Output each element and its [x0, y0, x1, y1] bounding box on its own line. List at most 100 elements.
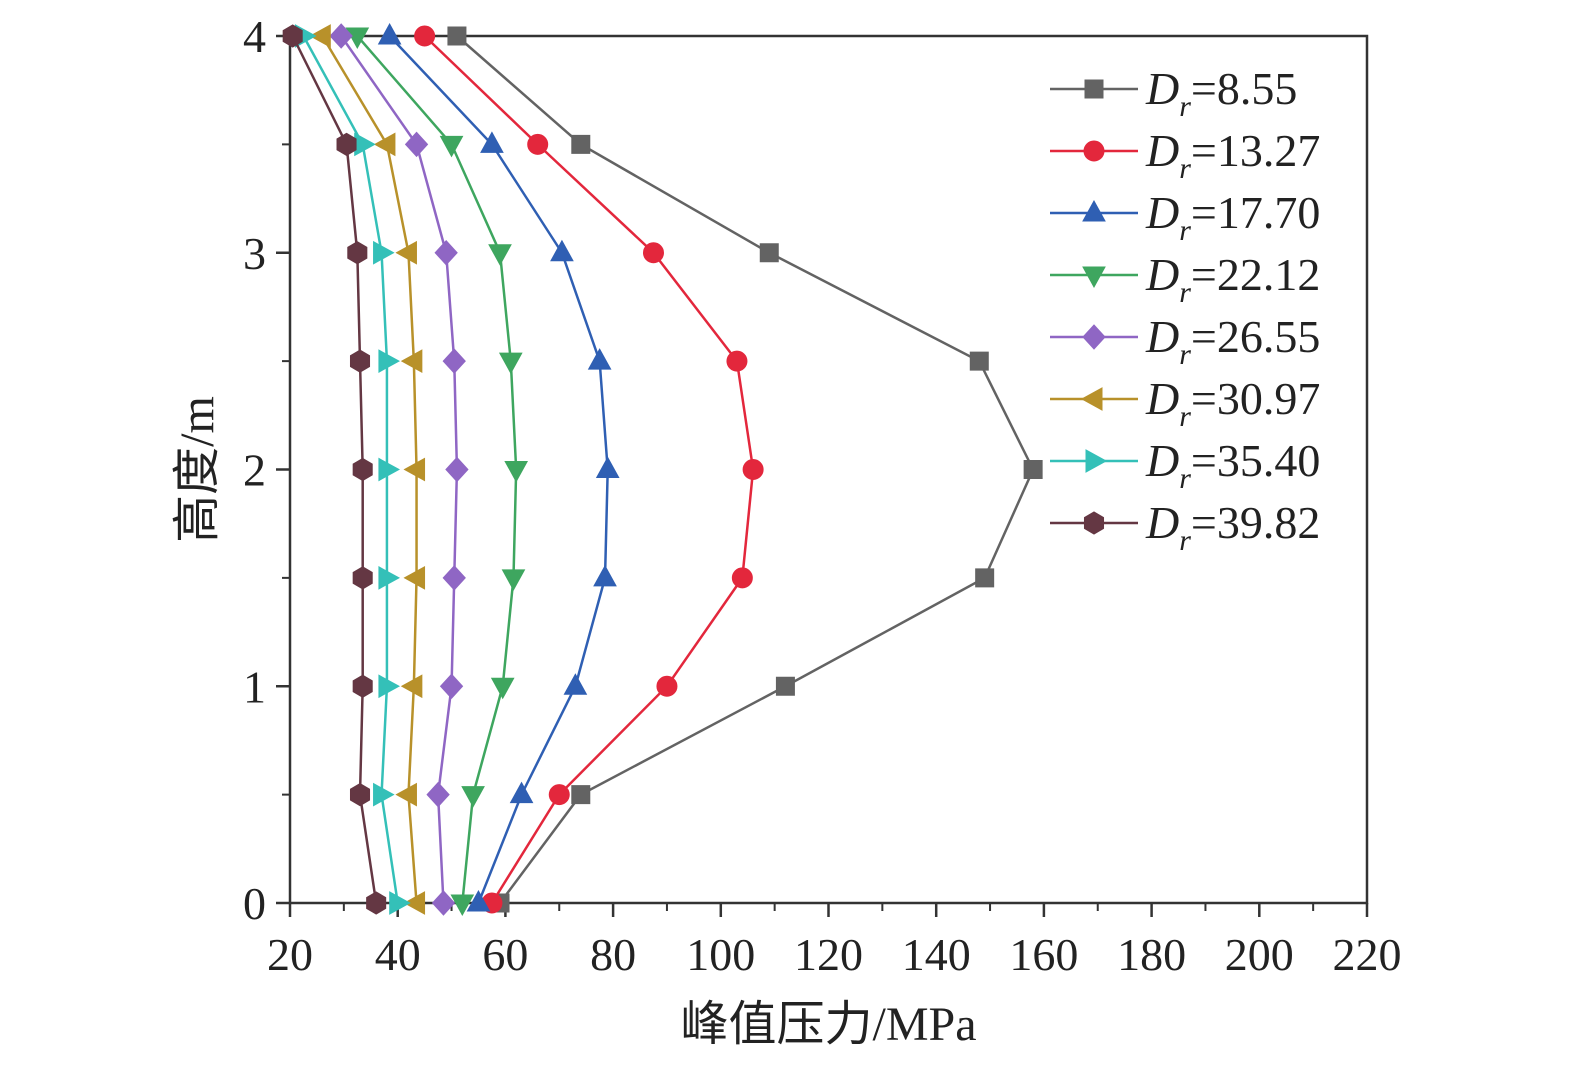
series-2: [377, 22, 620, 912]
data-point: [378, 349, 400, 373]
x-tick-label: 100: [686, 929, 755, 980]
data-point: [400, 349, 423, 373]
data-point: [366, 891, 387, 915]
legend-marker: [1084, 79, 1104, 99]
data-point: [395, 782, 417, 807]
legend-entry: Dr=13.27: [1050, 125, 1320, 185]
legend-value: =17.70: [1191, 187, 1320, 238]
data-point: [378, 457, 400, 482]
legend-symbol: D: [1145, 63, 1179, 114]
legend-value: =39.82: [1191, 497, 1320, 548]
data-point: [587, 348, 612, 370]
series-7: [282, 24, 387, 915]
x-tick-label: 60: [482, 929, 528, 980]
data-point: [1023, 460, 1043, 479]
data-point: [742, 459, 764, 480]
legend-subscript: r: [1179, 338, 1191, 371]
data-point: [282, 24, 303, 48]
y-axis-title: 高度/m: [171, 396, 224, 543]
data-point: [731, 567, 753, 589]
series-line: [423, 35, 755, 904]
legend-symbol: D: [1145, 497, 1179, 548]
legend-value: =30.97: [1191, 373, 1320, 424]
legend-entry: Dr=17.70: [1050, 187, 1320, 247]
legend-value: =22.12: [1191, 249, 1320, 300]
legend-entry: Dr=30.97: [1050, 373, 1320, 433]
legend-entry: Dr=22.12: [1050, 249, 1320, 309]
y-tick-label: 0: [243, 878, 266, 929]
data-point: [352, 457, 373, 482]
data-point: [442, 348, 466, 374]
data-point: [389, 891, 411, 915]
x-axis-title: 峰值压力/MPa: [680, 998, 976, 1051]
legend-label: Dr=22.12: [1145, 249, 1320, 309]
legend-symbol: D: [1145, 125, 1179, 176]
legend-entry: Dr=39.82: [1050, 497, 1320, 557]
y-tick-label: 2: [243, 445, 266, 496]
data-point: [426, 781, 450, 808]
data-point: [439, 673, 464, 699]
legend-marker: [1082, 199, 1106, 222]
data-point: [400, 674, 423, 699]
y-tick-label: 4: [243, 11, 266, 62]
legend-entry: Dr=8.55: [1050, 63, 1297, 123]
data-point: [571, 134, 591, 154]
legend-entry: Dr=35.40: [1050, 435, 1320, 495]
y-tick-label: 1: [243, 661, 266, 712]
legend-subscript: r: [1179, 214, 1191, 247]
data-point: [759, 243, 779, 263]
data-point: [504, 461, 529, 483]
data-point: [378, 566, 400, 590]
legend-symbol: D: [1145, 187, 1179, 238]
data-point: [309, 24, 331, 48]
legend-symbol: D: [1145, 373, 1179, 424]
legend-marker: [1082, 266, 1106, 289]
data-point: [775, 676, 795, 696]
data-point: [480, 131, 504, 153]
x-tick-label: 180: [1117, 929, 1186, 980]
data-point: [969, 351, 989, 371]
data-point: [403, 566, 426, 590]
legend-label: Dr=39.82: [1145, 497, 1320, 557]
data-point: [352, 566, 373, 590]
x-tick-label: 160: [1009, 929, 1078, 980]
legend-symbol: D: [1145, 311, 1179, 362]
legend-marker: [1083, 511, 1105, 535]
data-point: [571, 785, 591, 805]
series-layer: [282, 22, 1043, 917]
legend-value: =35.40: [1191, 435, 1320, 486]
legend-subscript: r: [1179, 400, 1191, 433]
legend: Dr=8.55Dr=13.27Dr=17.70Dr=22.12Dr=26.55D…: [1050, 63, 1320, 557]
x-tick-label: 200: [1225, 929, 1294, 980]
series-5: [309, 24, 426, 915]
data-point: [461, 786, 485, 808]
legend-label: Dr=17.70: [1145, 187, 1320, 247]
legend-label: Dr=30.97: [1145, 373, 1320, 433]
legend-label: Dr=13.27: [1145, 125, 1320, 185]
data-point: [439, 135, 464, 158]
legend-subscript: r: [1179, 152, 1191, 185]
legend-marker: [1082, 324, 1106, 350]
data-point: [336, 132, 357, 156]
data-point: [490, 677, 515, 700]
data-point: [395, 240, 417, 265]
series-6: [294, 24, 411, 915]
data-point: [642, 242, 664, 264]
data-point: [345, 27, 370, 50]
data-point: [548, 784, 570, 806]
data-point: [373, 240, 395, 265]
data-point: [378, 674, 400, 699]
series-0: [447, 26, 1043, 913]
data-point: [726, 350, 748, 372]
data-point: [498, 352, 523, 375]
data-point: [447, 26, 467, 46]
x-tick-label: 20: [267, 929, 313, 980]
legend-subscript: r: [1179, 462, 1191, 495]
data-point: [373, 782, 395, 807]
x-tick-label: 140: [902, 929, 971, 980]
data-point: [595, 456, 620, 478]
legend-subscript: r: [1179, 276, 1191, 309]
data-point: [975, 568, 995, 588]
